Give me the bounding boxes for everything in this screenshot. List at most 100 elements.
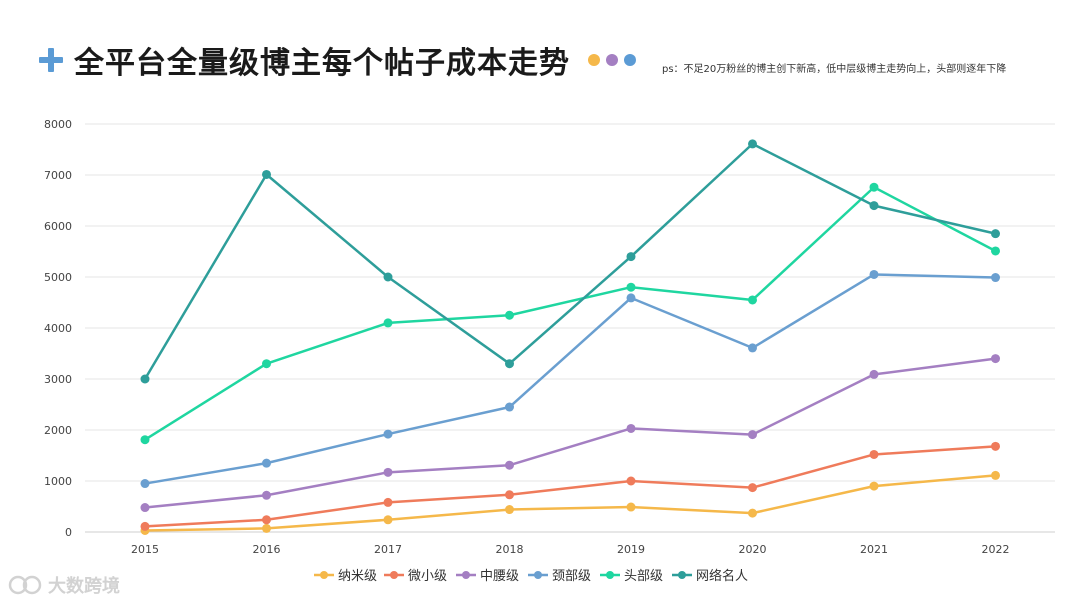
data-point [505, 460, 514, 470]
data-point [140, 503, 150, 513]
y-tick-label: 3000 [44, 373, 72, 386]
data-point [383, 318, 393, 328]
y-tick-label: 1000 [44, 475, 72, 488]
series-4 [140, 182, 1000, 445]
x-tick-label: 2016 [253, 543, 281, 556]
data-point [991, 246, 1000, 256]
legend-label: 微小级 [408, 569, 447, 584]
data-point [383, 515, 393, 525]
y-tick-label: 2000 [44, 424, 72, 437]
data-point [505, 490, 514, 500]
chart-header: 全平台全量级博主每个帖子成本走势 [38, 38, 642, 82]
data-point [991, 441, 1000, 451]
legend-marker [606, 571, 614, 579]
legend-label: 头部级 [624, 569, 663, 584]
data-point [626, 502, 636, 512]
data-point [869, 201, 879, 211]
data-point [505, 505, 514, 515]
x-tick-label: 2017 [374, 543, 402, 556]
series-line [144, 185, 997, 441]
data-point [262, 523, 271, 533]
legend-label: 纳米级 [338, 569, 377, 584]
series-line [143, 142, 996, 380]
data-point [626, 282, 636, 292]
data-point [869, 182, 879, 192]
series-line [144, 445, 996, 528]
data-point [140, 479, 150, 489]
chart-note: ps：不足20万粉丝的博主创下新高，低中层级博主走势向上，头部则逐年下降 [662, 64, 1007, 75]
data-point [383, 467, 393, 477]
page-title: 全平台全量级博主每个帖子成本走势 [74, 46, 570, 81]
decorative-dots [588, 54, 642, 66]
series-3 [140, 269, 1000, 489]
series-5 [140, 139, 1000, 384]
data-point [748, 139, 757, 149]
data-point [748, 295, 757, 305]
legend-item: 中腰级 [456, 569, 519, 584]
data-point [869, 269, 879, 279]
legend-label: 网络名人 [696, 568, 748, 584]
data-point [626, 476, 636, 486]
legend-item: 网络名人 [672, 568, 748, 584]
data-point [869, 481, 879, 491]
series-line [144, 273, 996, 485]
y-tick-label: 4000 [44, 322, 72, 335]
data-point [140, 521, 150, 531]
plus-icon [39, 48, 63, 72]
x-tick-label: 2018 [496, 543, 524, 556]
data-point [262, 458, 271, 468]
legend-marker [462, 571, 470, 579]
data-point [748, 483, 757, 493]
x-tick-label: 2022 [982, 543, 1010, 556]
data-point [991, 470, 1000, 480]
data-point [626, 423, 636, 433]
dot-icon-purple [606, 54, 618, 66]
data-point [626, 293, 636, 303]
data-point [748, 430, 757, 440]
data-point [140, 374, 150, 384]
data-point [505, 402, 514, 412]
y-tick-label: 6000 [44, 220, 72, 233]
y-tick-label: 5000 [44, 271, 72, 284]
legend-item: 微小级 [384, 569, 447, 584]
y-tick-label: 8000 [44, 118, 72, 131]
legend-marker [320, 571, 328, 579]
x-tick-label: 2019 [617, 543, 645, 556]
legend-label: 中腰级 [480, 569, 519, 584]
x-tick-label: 2020 [739, 543, 767, 556]
data-point [140, 435, 150, 445]
data-point [262, 359, 271, 369]
watermark-logo-icon [8, 575, 42, 595]
x-tick-label: 2015 [131, 543, 159, 556]
data-point [991, 354, 1000, 364]
y-tick-label: 0 [65, 526, 72, 539]
data-point [748, 343, 757, 353]
data-point [991, 273, 1000, 283]
data-point [869, 369, 879, 379]
dot-icon-blue [624, 54, 636, 66]
dot-icon-yellow [588, 54, 600, 66]
legend-marker [390, 571, 398, 579]
data-point [505, 359, 514, 369]
data-point [869, 449, 879, 459]
watermark-text: 大数跨境 [48, 576, 120, 597]
legend-item: 头部级 [600, 569, 663, 584]
series-1 [140, 441, 1000, 531]
y-tick-label: 7000 [44, 169, 72, 182]
data-point [383, 497, 393, 507]
data-point [748, 508, 757, 518]
legend-marker [678, 571, 686, 579]
data-point [262, 490, 271, 500]
legend-item: 颈部级 [528, 569, 591, 584]
legend-item: 纳米级 [314, 569, 377, 584]
data-point [505, 310, 514, 320]
series-line [144, 357, 996, 509]
data-point [991, 229, 1000, 239]
legend-label: 颈部级 [552, 569, 591, 584]
watermark: 大数跨境 [8, 572, 120, 598]
data-point [262, 169, 271, 179]
series-line [144, 474, 996, 532]
x-tick-label: 2021 [860, 543, 888, 556]
data-point [383, 429, 393, 439]
